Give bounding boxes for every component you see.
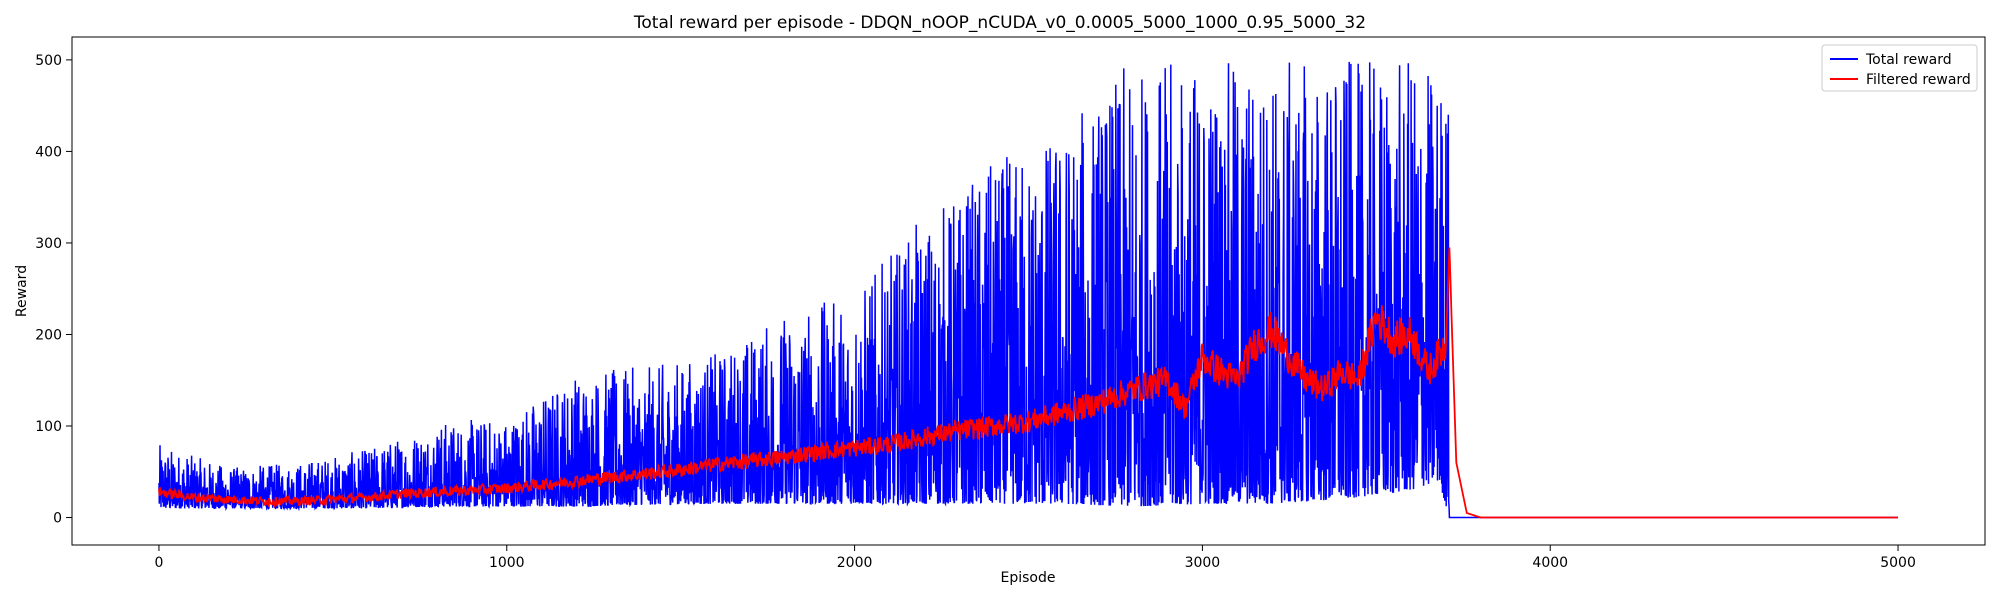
legend-label: Total reward xyxy=(1865,52,1952,68)
y-tick-label: 100 xyxy=(35,419,62,435)
x-tick-label: 4000 xyxy=(1532,555,1568,571)
x-axis: 0 1000 2000 3000 4000 5000 xyxy=(154,545,1916,571)
y-tick-label: 200 xyxy=(35,327,62,343)
x-tick-label: 2000 xyxy=(837,555,873,571)
y-tick-label: 0 xyxy=(53,511,62,527)
series-total-reward xyxy=(158,61,1898,519)
legend: Total reward Filtered reward xyxy=(1821,44,1978,92)
legend-label: Filtered reward xyxy=(1866,72,1971,88)
x-axis-title: Episode xyxy=(1001,570,1056,586)
y-axis-title: Reward xyxy=(14,265,30,317)
y-axis: 0 100 200 300 400 500 xyxy=(35,53,72,527)
legend-box xyxy=(1821,44,1978,92)
chart-title: Total reward per episode - DDQN_nOOP_nCU… xyxy=(633,13,1366,33)
x-tick-label: 3000 xyxy=(1185,555,1221,571)
x-tick-label: 5000 xyxy=(1880,555,1916,571)
x-tick-label: 1000 xyxy=(489,555,525,571)
y-tick-label: 300 xyxy=(35,236,62,252)
plot-frame xyxy=(71,36,1986,546)
x-tick-label: 0 xyxy=(154,555,163,571)
y-tick-label: 400 xyxy=(35,144,62,160)
series-layer xyxy=(158,61,1898,519)
series-filtered-reward xyxy=(158,247,1898,519)
y-tick-label: 500 xyxy=(35,53,62,69)
